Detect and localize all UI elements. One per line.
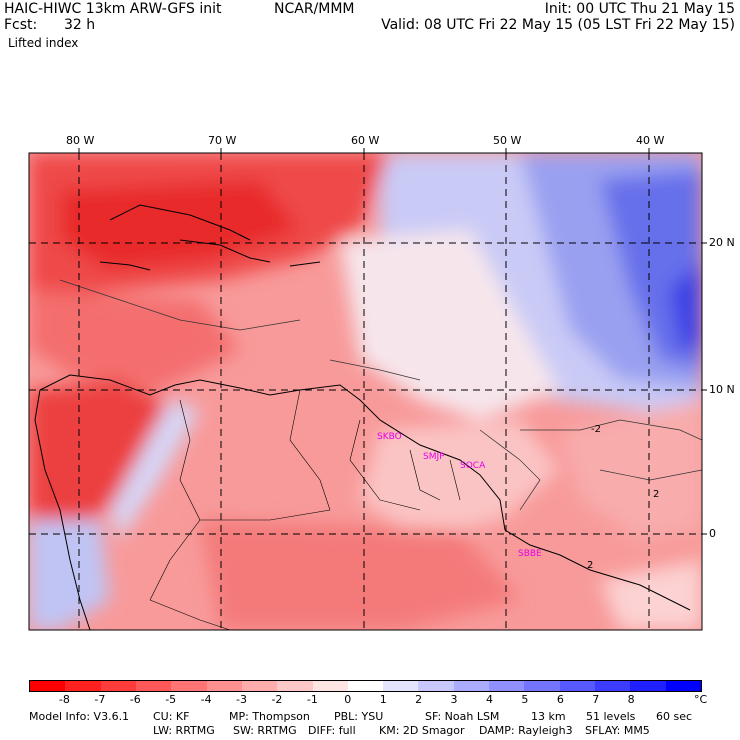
valid-time: Valid: 08 UTC Fri 22 May 15 (05 LST Fri … [381, 17, 735, 33]
lon-label-60w: 60 W [351, 134, 380, 147]
colorbar-tick-label: -4 [200, 693, 212, 706]
colorbar-swatch [206, 681, 242, 691]
lon-label-70w: 70 W [208, 134, 237, 147]
colorbar-tick-label: 4 [485, 693, 493, 706]
model-info-item: DIFF: full [308, 724, 356, 737]
contours [59, 279, 702, 511]
forecast-label: Fcst: [4, 17, 38, 33]
colorbar-swatch [135, 681, 172, 691]
colorbar-swatch [65, 681, 101, 691]
colorbar-tick-label: -5 [165, 693, 177, 706]
colorbar-swatch [347, 681, 384, 691]
tick-marks [78, 148, 707, 535]
station-label-smjp: SMJP [423, 452, 445, 462]
colorbar-swatch [595, 681, 631, 691]
model-info-item: MP: Thompson [229, 710, 310, 723]
colorbar-swatch [559, 681, 595, 691]
field-name: Lifted index [8, 36, 79, 50]
model-title: HAIC-HIWC 13km ARW-GFS init [4, 1, 222, 17]
colorbar-tick-label: 0 [344, 693, 352, 706]
colorbar [29, 680, 702, 692]
lon-label-80w: 80 W [66, 134, 95, 147]
colorbar-swatch [30, 681, 66, 691]
forecast-hour: 32 h [64, 17, 96, 33]
lat-label-20n: 20 N [709, 236, 735, 249]
contour-label: -2 [591, 424, 601, 435]
colorbar-swatch [241, 681, 278, 691]
map-field [29, 153, 702, 630]
colorbar-swatch [489, 681, 525, 691]
colorbar-swatch [665, 681, 701, 691]
colorbar-swatch [453, 681, 490, 691]
colorbar-tick-label: 5 [521, 693, 529, 706]
colorbar-swatch [383, 681, 419, 691]
model-info-item: SFLAY: MM5 [585, 724, 650, 737]
colorbar-tick-label: -6 [129, 693, 141, 706]
model-info-item: SW: RRTMG [233, 724, 297, 737]
colorbar-tick-label: 1 [379, 693, 387, 706]
colorbar-tick-label: 8 [627, 693, 635, 706]
colorbar-swatch [100, 681, 136, 691]
model-info-item: 60 sec [656, 710, 693, 723]
map-frame [28, 152, 703, 631]
model-info-item: 13 km [531, 710, 566, 723]
colorbar-tick-label: -7 [94, 693, 106, 706]
model-info-item: DAMP: Rayleigh3 [479, 724, 573, 737]
station-label-sbbe: SBBE [518, 549, 542, 559]
model-info-item: LW: RRTMG [153, 724, 215, 737]
colorbar-tick-label: 7 [592, 693, 600, 706]
station-label-skbo: SKBO [377, 432, 402, 442]
colorbar-tick-label: 3 [450, 693, 458, 706]
model-info-item: 51 levels [586, 710, 636, 723]
colorbar-tick-label: -2 [271, 693, 283, 706]
colorbar-swatch [312, 681, 348, 691]
init-time: Init: 00 UTC Thu 21 May 15 [544, 1, 735, 17]
station-label-soca: SOCA [460, 461, 486, 471]
model-info-item: CU: KF [153, 710, 190, 723]
colorbar-swatch [277, 681, 313, 691]
field-shading [29, 153, 702, 630]
colorbar-swatch [418, 681, 454, 691]
colorbar-tick-label: 6 [556, 693, 564, 706]
colorbar-swatch [524, 681, 560, 691]
contour-label: 2 [653, 489, 660, 500]
model-info-item: PBL: YSU [334, 710, 384, 723]
colorbar-tick-label: 2 [415, 693, 423, 706]
organization: NCAR/MMM [274, 1, 355, 17]
lat-lon-grid [29, 153, 702, 630]
model-info-item: Model Info: V3.6.1 [29, 710, 130, 723]
country-borders [149, 389, 461, 630]
colorbar-swatch [171, 681, 207, 691]
contour-label: 2 [587, 560, 594, 571]
colorbar-tick-label: -1 [306, 693, 318, 706]
lat-label-10n: 10 N [709, 383, 735, 396]
lon-label-50w: 50 W [493, 134, 522, 147]
colorbar-tick-label: -3 [236, 693, 247, 706]
lon-label-40w: 40 W [636, 134, 665, 147]
colorbar-swatch [630, 681, 666, 691]
colorbar-tick-label: -8 [58, 693, 70, 706]
lat-label-0: 0 [709, 527, 716, 540]
model-info-item: KM: 2D Smagor [379, 724, 465, 737]
model-info-item: SF: Noah LSM [425, 710, 500, 723]
colorbar-unit: °C [694, 693, 708, 706]
